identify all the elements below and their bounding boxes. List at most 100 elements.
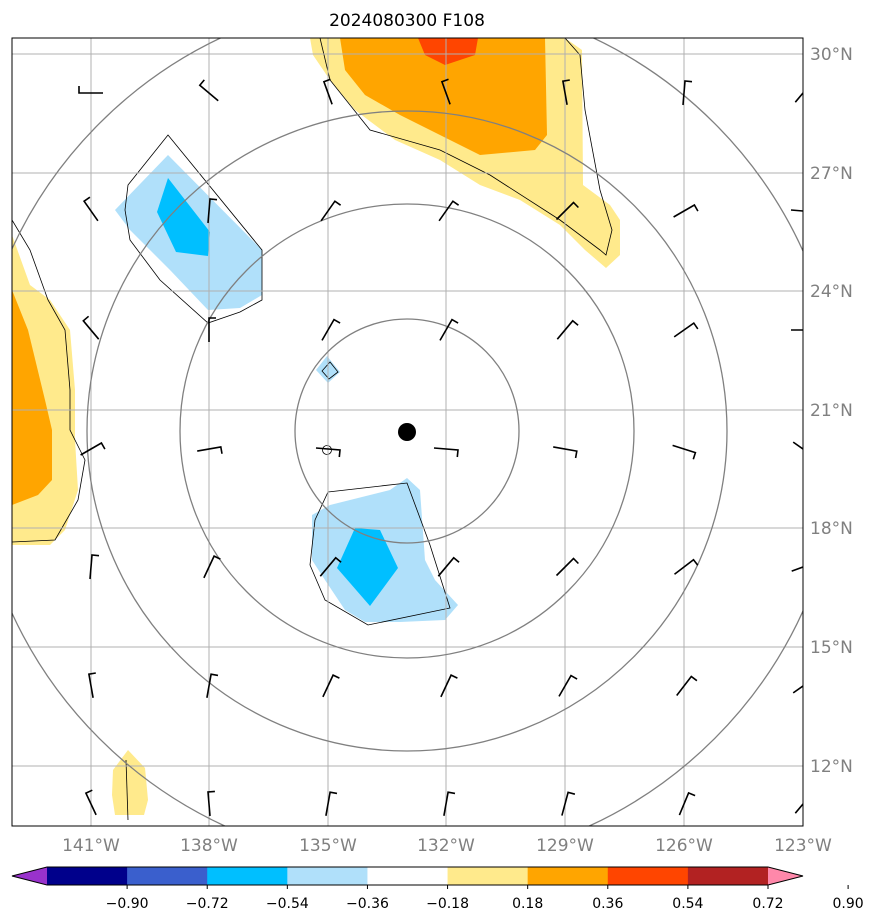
colorbar-bin: [207, 867, 288, 885]
wind-barb: [673, 321, 699, 338]
colorbar-bin: [687, 867, 769, 885]
lon-label: 135°W: [299, 836, 357, 856]
contour-north: [319, 38, 613, 256]
colorbar-label: 0.72: [752, 896, 783, 912]
fill-orange-west: [12, 290, 52, 505]
wind-barb: [791, 566, 803, 572]
wind-barb: [558, 674, 578, 697]
colorbar-label: 0.90: [833, 896, 864, 912]
colorbar-labels: −0.90 −0.72 −0.54 −0.36 −0.18 0.18 0.36 0.54 0.7…: [106, 896, 864, 912]
wind-barb: [555, 557, 579, 577]
map-content: [12, 38, 803, 826]
wind-barb: [791, 329, 803, 331]
lat-label: 21°N: [810, 401, 853, 421]
wind-barb: [322, 78, 333, 105]
colorbar-bin: [127, 867, 208, 885]
fill-blue-nw: [157, 178, 210, 256]
lat-label: 27°N: [810, 164, 853, 184]
range-ring: [294, 318, 520, 544]
wind-barb: [439, 318, 459, 341]
colorbar-label: −0.90: [106, 896, 149, 912]
wind-barb: [673, 203, 699, 218]
wind-barb: [792, 441, 803, 450]
lat-label: 24°N: [810, 282, 853, 302]
colorbar-label: −0.36: [346, 896, 389, 912]
colorbar-bin: [527, 867, 609, 885]
colorbar-over-arrow: [768, 867, 803, 885]
wind-barb: [678, 791, 696, 816]
colorbar-ticks: [126, 885, 849, 889]
lat-label: 12°N: [810, 757, 853, 777]
gridlines: [12, 38, 803, 826]
colorbar-bin: [287, 867, 368, 885]
wind-barb: [325, 791, 338, 816]
colorbar-label: −0.54: [266, 896, 309, 912]
fill-red-north: [418, 38, 478, 65]
colorbar-bin: [47, 867, 128, 885]
lon-label: 138°W: [180, 836, 238, 856]
lon-label: 126°W: [655, 836, 713, 856]
lat-label: 18°N: [810, 519, 853, 539]
lat-label: 15°N: [810, 638, 853, 658]
lon-label: 132°W: [417, 836, 475, 856]
colorbar-under-arrow: [12, 867, 47, 885]
wind-barb: [320, 200, 342, 222]
wind-barb: [792, 685, 803, 694]
wind-barb: [203, 555, 221, 579]
wind-barb: [672, 444, 697, 460]
wind-barb: [207, 790, 215, 817]
colorbar-bin: [447, 867, 529, 885]
colorbar-bins: [47, 867, 769, 885]
contour-sw: [125, 759, 129, 821]
wind-barb: [440, 78, 451, 105]
wind-barb: [440, 674, 458, 698]
map-border: [11, 37, 804, 827]
wind-barb: [561, 791, 576, 816]
fill-orange-north: [340, 38, 547, 155]
wind-barb: [674, 558, 699, 575]
wind-barb: [321, 318, 341, 341]
longitude-labels: 141°W 138°W 135°W 132°W 129°W 126°W 123°…: [62, 836, 832, 856]
colorbar-label: −0.72: [186, 896, 229, 912]
colorbar-label: −0.18: [426, 896, 469, 912]
range-ring: [86, 110, 728, 752]
wind-barb: [206, 673, 219, 698]
wind-barb: [555, 201, 579, 221]
colorbar-label: 0.18: [512, 896, 543, 912]
latitude-labels: 30°N 27°N 24°N 21°N 18°N 15°N 12°N: [810, 45, 853, 777]
colorbar-bin: [367, 867, 449, 885]
wind-barb: [82, 315, 100, 340]
wind-barb: [794, 802, 803, 814]
fill-blue-south: [337, 528, 398, 606]
colorbar-label: 0.54: [672, 896, 703, 912]
map-title: 2024080300 F108: [329, 11, 485, 31]
wind-barb: [794, 91, 803, 103]
wind-barb: [676, 675, 698, 696]
storm-center-dot: [398, 423, 416, 441]
wind-barb: [556, 319, 579, 340]
lat-label: 30°N: [810, 45, 853, 65]
wind-barb: [315, 447, 341, 458]
wind-barb: [682, 80, 693, 106]
wind-barb: [208, 317, 216, 342]
wind-barb: [790, 209, 803, 212]
wind-barb: [197, 445, 223, 454]
contour-diamond: [321, 361, 339, 380]
lon-label: 129°W: [536, 836, 594, 856]
range-ring: [179, 203, 635, 659]
wind-barb: [89, 554, 100, 580]
wind-barb: [80, 441, 106, 456]
contour-south: [309, 482, 451, 626]
wind-barb: [443, 791, 456, 816]
wind-barb: [437, 556, 460, 577]
range-rings: [12, 38, 803, 826]
wind-barb: [319, 556, 342, 577]
colorbar-label: 0.36: [592, 896, 623, 912]
wind-barb: [561, 79, 570, 105]
wind-barb: [438, 200, 460, 222]
wind-barb: [433, 447, 459, 458]
colorbar: −0.90 −0.72 −0.54 −0.36 −0.18 0.18 0.36 0.54 0.7…: [11, 866, 864, 912]
wind-barb: [322, 674, 340, 698]
lon-label: 123°W: [774, 836, 832, 856]
wind-barb: [198, 79, 219, 102]
